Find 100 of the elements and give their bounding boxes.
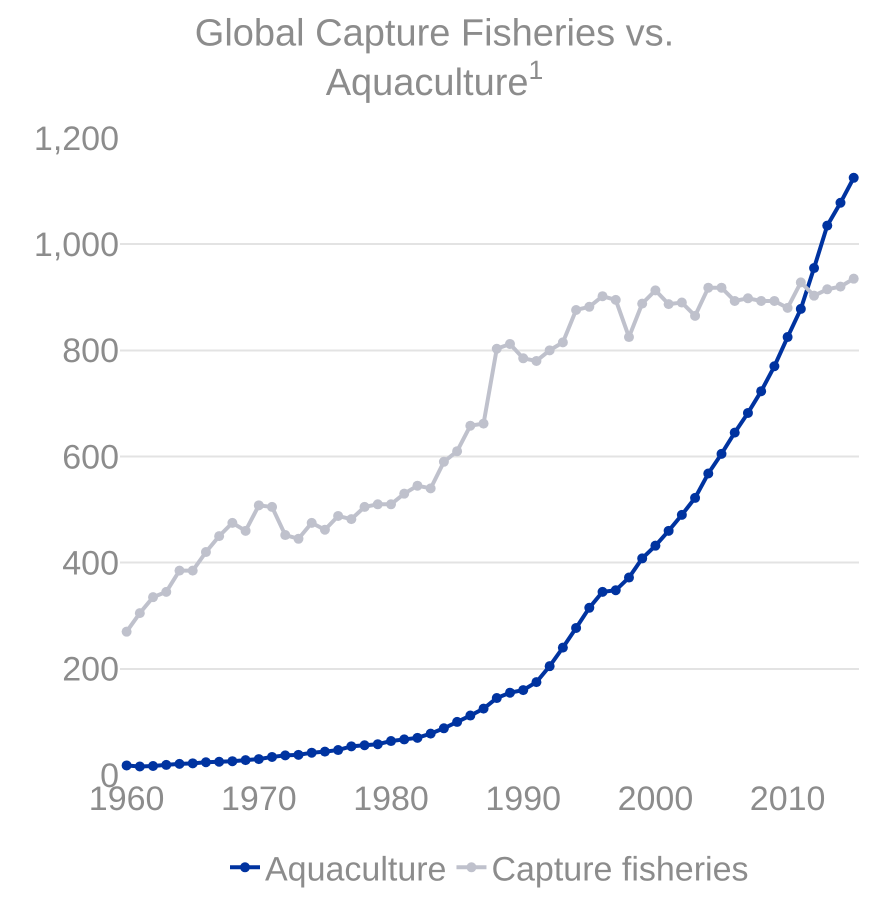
point	[360, 740, 370, 750]
point	[796, 304, 806, 314]
point	[240, 755, 251, 766]
point	[478, 704, 489, 714]
point	[452, 716, 462, 727]
point	[254, 500, 264, 510]
point	[320, 524, 330, 535]
x-tick-label: 1970	[220, 780, 297, 818]
point	[148, 760, 158, 771]
point	[386, 736, 396, 746]
point	[531, 356, 542, 366]
point	[637, 298, 648, 309]
y-tick-label: 1,000	[34, 226, 119, 264]
x-tick-label: 2010	[750, 780, 826, 818]
point	[200, 757, 211, 768]
point	[465, 710, 476, 721]
point	[637, 553, 648, 564]
point	[822, 220, 832, 231]
point	[412, 732, 422, 743]
point	[174, 758, 184, 769]
point	[676, 510, 687, 520]
point	[624, 332, 634, 342]
point	[518, 353, 528, 364]
point	[558, 337, 568, 348]
point	[610, 294, 621, 305]
point	[624, 572, 634, 583]
point	[320, 746, 330, 757]
point	[200, 547, 211, 558]
point	[796, 277, 806, 288]
point	[716, 282, 727, 293]
point	[544, 345, 555, 356]
point	[650, 285, 660, 296]
point	[703, 282, 714, 293]
point	[848, 172, 859, 183]
point	[465, 420, 476, 431]
point	[650, 540, 660, 551]
x-tick-label: 1990	[485, 780, 562, 818]
point	[333, 745, 344, 756]
point	[504, 338, 515, 349]
point	[676, 298, 687, 308]
point	[280, 750, 290, 760]
point	[293, 534, 304, 544]
point	[214, 531, 224, 542]
point	[730, 428, 740, 438]
point	[782, 332, 793, 342]
point	[188, 566, 198, 576]
y-tick-label: 200	[62, 650, 119, 689]
point	[769, 296, 780, 306]
point	[438, 723, 449, 734]
point	[690, 492, 700, 503]
point	[544, 661, 555, 672]
x-tick-label: 1980	[353, 780, 429, 818]
point	[584, 602, 594, 613]
point	[399, 488, 410, 499]
point	[703, 468, 714, 478]
point	[386, 499, 396, 510]
point	[598, 586, 608, 597]
point	[531, 677, 542, 688]
point	[306, 748, 317, 758]
point	[293, 750, 304, 760]
point	[346, 514, 356, 524]
x-tick-label: 2000	[618, 780, 694, 818]
point	[360, 502, 370, 512]
point	[333, 510, 344, 521]
point	[426, 483, 436, 494]
point	[161, 760, 172, 770]
y-tick-label: 1,200	[34, 120, 119, 158]
point	[188, 758, 198, 768]
chart-title: Global Capture Fisheries vs. Aquaculture$^{1}$	[194, 12, 674, 104]
point	[148, 592, 158, 602]
point	[134, 608, 145, 618]
point	[571, 622, 582, 633]
y-tick-label: 800	[62, 332, 119, 370]
point	[174, 566, 184, 576]
point	[227, 756, 238, 766]
point	[306, 518, 317, 528]
point	[399, 734, 410, 744]
point	[782, 302, 793, 313]
point	[716, 448, 727, 459]
point	[610, 585, 621, 596]
point	[122, 626, 132, 637]
point	[664, 526, 674, 536]
point	[372, 739, 383, 750]
y-tick-label: 400	[62, 544, 119, 583]
legend-label: Aquaculture	[265, 850, 446, 889]
point	[346, 741, 356, 752]
y-tick-label: 600	[62, 438, 119, 476]
point	[438, 456, 449, 467]
point	[756, 386, 766, 396]
point	[227, 518, 238, 528]
point	[809, 290, 820, 301]
point	[756, 296, 766, 306]
point	[835, 198, 846, 208]
point	[134, 762, 145, 772]
point	[280, 530, 290, 540]
point	[742, 408, 753, 418]
point	[254, 754, 264, 764]
point	[492, 344, 502, 354]
point	[214, 756, 224, 767]
point	[690, 310, 700, 321]
